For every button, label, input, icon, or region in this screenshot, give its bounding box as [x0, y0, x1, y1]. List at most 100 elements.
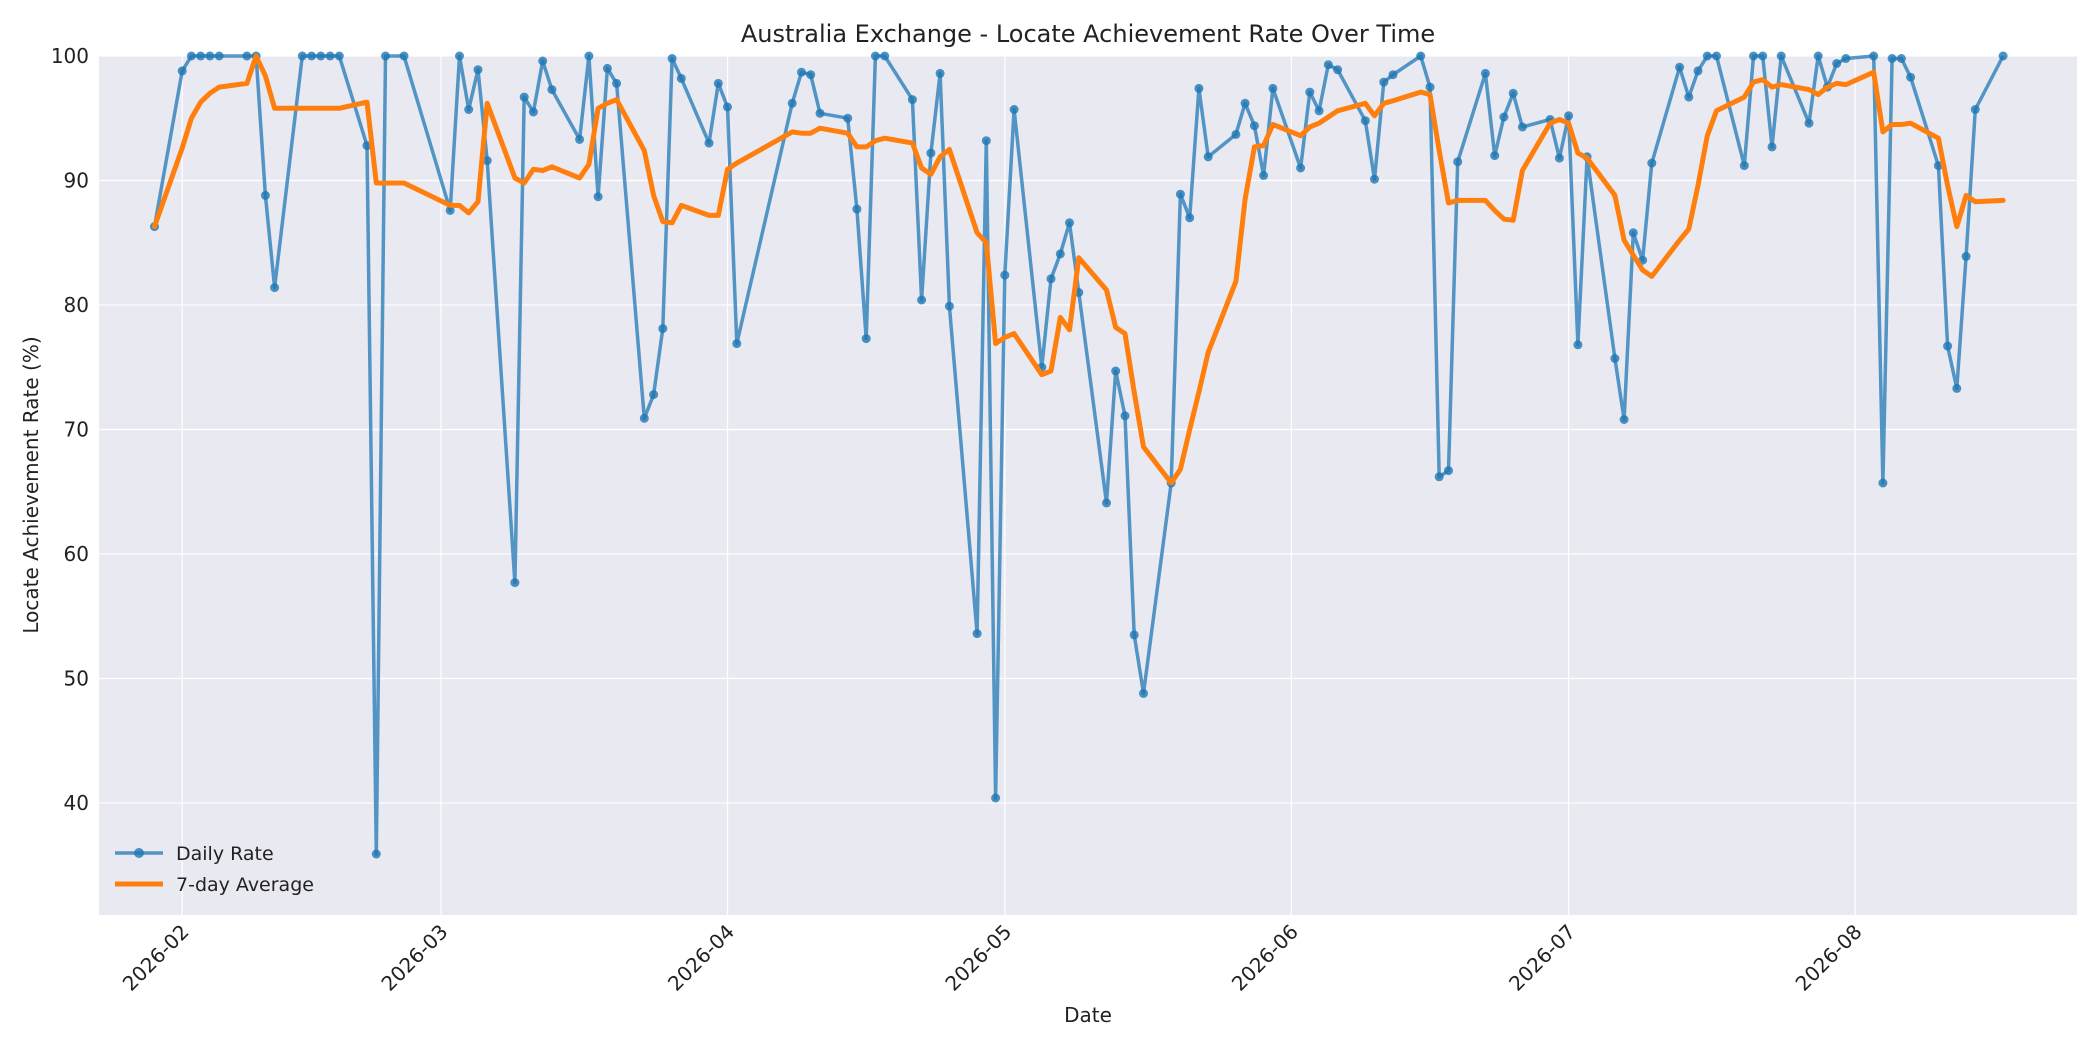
data-point-daily-rate [732, 339, 742, 349]
data-point-daily-rate [1480, 68, 1490, 78]
data-point-daily-rate [1203, 152, 1213, 162]
x-axis-label: Date [1064, 1003, 1112, 1027]
data-point-daily-rate [1887, 54, 1897, 63]
data-point-daily-rate [519, 92, 529, 102]
data-point-daily-rate [1194, 83, 1204, 93]
data-point-daily-rate [926, 148, 936, 158]
data-point-daily-rate [464, 105, 474, 114]
data-point-daily-rate [1776, 51, 1786, 61]
data-point-daily-rate [1749, 51, 1758, 61]
y-axis: 40 50 60 70 80 90 100 [51, 44, 89, 815]
grid-lines [99, 55, 2077, 915]
data-point-daily-rate [1961, 251, 1971, 261]
data-point-daily-rate [723, 102, 732, 112]
data-point-daily-rate [1564, 111, 1574, 121]
data-point-daily-rate [713, 78, 723, 88]
data-point-daily-rate [1444, 466, 1453, 476]
chart-title: Australia Exchange - Locate Achievement … [741, 20, 1435, 48]
data-point-daily-rate [704, 138, 714, 148]
series-line-7-day-average [152, 53, 2006, 486]
data-point-daily-rate [381, 51, 390, 61]
data-point-daily-rate [538, 56, 548, 66]
data-point-daily-rate [935, 68, 945, 78]
data-point-daily-rate [1702, 51, 1712, 61]
y-tick-label: 100 [51, 44, 89, 68]
data-point-daily-rate [1102, 498, 1111, 508]
data-point-daily-rate [1952, 383, 1962, 393]
data-point-daily-rate [639, 413, 649, 423]
y-tick-label: 90 [64, 168, 89, 192]
data-point-daily-rate [612, 78, 622, 88]
data-point-daily-rate [1120, 411, 1130, 421]
data-point-daily-rate [797, 67, 806, 77]
data-point-daily-rate [907, 95, 917, 105]
data-point-daily-rate [1055, 249, 1065, 259]
data-point-daily-rate [1333, 65, 1343, 75]
data-point-daily-rate [1065, 218, 1074, 228]
data-point-daily-rate [547, 85, 557, 95]
data-point-daily-rate [1305, 87, 1315, 97]
y-tick-label: 50 [64, 666, 89, 690]
data-point-daily-rate [1416, 51, 1426, 61]
data-point-daily-rate [260, 190, 270, 200]
data-point-daily-rate [1878, 478, 1888, 488]
data-point-daily-rate [445, 205, 455, 215]
data-point-daily-rate [297, 51, 307, 61]
data-point-daily-rate [528, 107, 538, 117]
data-point-daily-rate [1240, 98, 1250, 108]
data-point-daily-rate [1046, 274, 1056, 284]
data-point-daily-rate [1610, 354, 1620, 363]
y-tick-label: 80 [64, 293, 89, 317]
data-point-daily-rate [1933, 161, 1943, 171]
data-point-daily-rate [1249, 121, 1259, 131]
data-point-daily-rate [316, 51, 326, 61]
data-point-daily-rate [1175, 189, 1185, 199]
data-point-daily-rate [1684, 92, 1694, 102]
data-point-daily-rate [1943, 341, 1953, 351]
data-point-daily-rate [1370, 174, 1379, 184]
data-point-daily-rate [575, 134, 585, 144]
data-point-daily-rate [1712, 51, 1721, 61]
data-point-daily-rate [861, 334, 871, 344]
series-layer [150, 51, 2008, 859]
data-point-daily-rate [593, 192, 603, 202]
data-point-daily-rate [1000, 270, 1010, 280]
data-point-daily-rate [1998, 51, 2008, 61]
data-point-daily-rate [917, 295, 927, 305]
data-point-daily-rate [1675, 62, 1685, 72]
data-point-daily-rate [1388, 70, 1398, 80]
data-point-daily-rate [270, 283, 280, 293]
data-point-daily-rate [482, 156, 492, 166]
data-point-daily-rate [880, 51, 890, 61]
data-point-daily-rate [334, 51, 344, 61]
y-tick-label: 70 [64, 417, 89, 441]
data-point-daily-rate [242, 51, 252, 61]
data-point-daily-rate [787, 98, 797, 108]
data-point-daily-rate [399, 51, 409, 61]
data-point-daily-rate [658, 324, 668, 334]
data-point-daily-rate [1434, 472, 1444, 482]
data-point-daily-rate [1231, 129, 1241, 139]
data-point-daily-rate [1499, 112, 1509, 122]
data-point-daily-rate [991, 793, 1001, 803]
data-point-daily-rate [852, 204, 862, 214]
y-axis-label: Locate Achievement Rate (%) [19, 336, 43, 633]
y-tick-label: 60 [64, 542, 89, 566]
data-point-daily-rate [371, 849, 381, 859]
data-point-daily-rate [186, 51, 196, 61]
data-point-daily-rate [1009, 105, 1019, 114]
data-point-daily-rate [843, 113, 853, 123]
legend-label-7-day-average: 7-day Average [176, 874, 314, 896]
data-point-daily-rate [1804, 118, 1814, 128]
data-point-daily-rate [1573, 340, 1583, 350]
data-point-daily-rate [1323, 60, 1333, 70]
data-point-daily-rate [1970, 105, 1980, 114]
data-point-daily-rate [1896, 54, 1906, 63]
data-point-daily-rate [981, 136, 991, 146]
data-point-daily-rate [177, 66, 187, 76]
data-point-daily-rate [1554, 153, 1564, 163]
data-point-daily-rate [1841, 54, 1851, 63]
data-point-daily-rate [1517, 122, 1527, 132]
data-point-daily-rate [676, 73, 686, 83]
data-point-daily-rate [1453, 157, 1463, 167]
